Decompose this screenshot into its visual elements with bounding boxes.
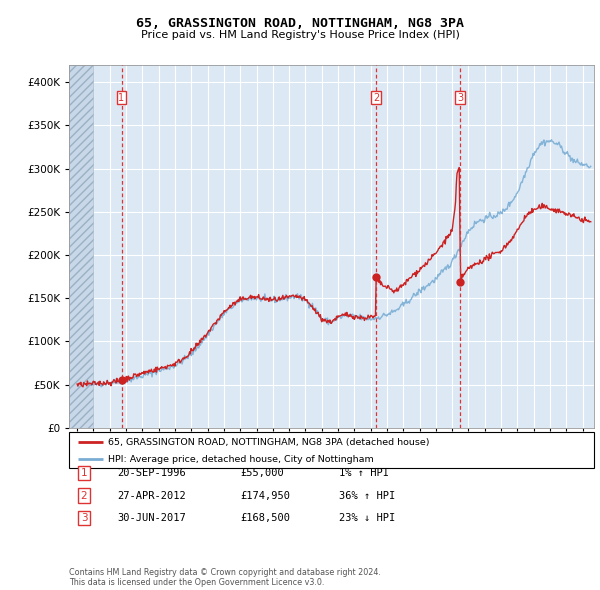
Text: 30-JUN-2017: 30-JUN-2017 [117, 513, 186, 523]
Text: 65, GRASSINGTON ROAD, NOTTINGHAM, NG8 3PA: 65, GRASSINGTON ROAD, NOTTINGHAM, NG8 3P… [136, 17, 464, 30]
FancyBboxPatch shape [69, 432, 594, 468]
Text: 1: 1 [118, 93, 125, 103]
Text: 23% ↓ HPI: 23% ↓ HPI [339, 513, 395, 523]
Text: Price paid vs. HM Land Registry's House Price Index (HPI): Price paid vs. HM Land Registry's House … [140, 30, 460, 40]
Text: HPI: Average price, detached house, City of Nottingham: HPI: Average price, detached house, City… [109, 454, 374, 464]
Text: 1% ↑ HPI: 1% ↑ HPI [339, 468, 389, 478]
Text: 2: 2 [80, 491, 88, 500]
Text: £168,500: £168,500 [240, 513, 290, 523]
Text: 36% ↑ HPI: 36% ↑ HPI [339, 491, 395, 500]
Text: 3: 3 [457, 93, 463, 103]
Text: 65, GRASSINGTON ROAD, NOTTINGHAM, NG8 3PA (detached house): 65, GRASSINGTON ROAD, NOTTINGHAM, NG8 3P… [109, 438, 430, 447]
Text: 2: 2 [373, 93, 379, 103]
Text: This data is licensed under the Open Government Licence v3.0.: This data is licensed under the Open Gov… [69, 578, 325, 587]
Text: £55,000: £55,000 [240, 468, 284, 478]
Text: 3: 3 [80, 513, 88, 523]
Text: 1: 1 [80, 468, 88, 478]
Text: 27-APR-2012: 27-APR-2012 [117, 491, 186, 500]
Text: £174,950: £174,950 [240, 491, 290, 500]
Text: 20-SEP-1996: 20-SEP-1996 [117, 468, 186, 478]
Text: Contains HM Land Registry data © Crown copyright and database right 2024.: Contains HM Land Registry data © Crown c… [69, 568, 381, 577]
